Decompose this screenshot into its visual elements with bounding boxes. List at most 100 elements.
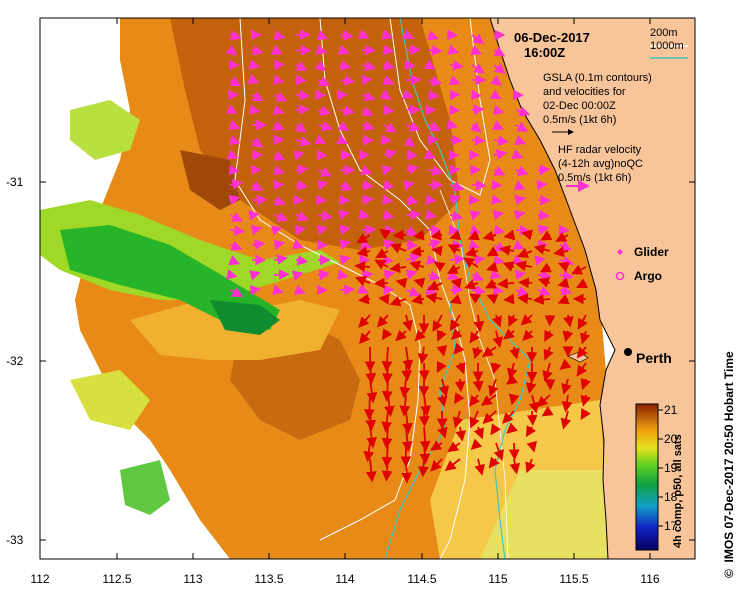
radar-velocity-vector: [365, 410, 377, 431]
gsla-velocity-vector: [315, 44, 328, 55]
radar-velocity-vector: [502, 261, 515, 272]
radar-velocity-vector: [450, 328, 463, 340]
radar-velocity-vector: [472, 378, 484, 393]
gsla-velocity-vector: [427, 44, 443, 56]
gsla-velocity-vector: [383, 149, 398, 160]
gsla-velocity-vector: [537, 239, 549, 251]
gsla-velocity-vector: [227, 89, 240, 101]
radar-velocity-vector: [449, 314, 461, 332]
gsla-velocity-vector: [293, 284, 306, 296]
radar-velocity-vector: [401, 362, 412, 382]
gsla-velocity-vector: [449, 181, 465, 192]
radar-velocity-vector: [446, 264, 461, 274]
radar-velocity-vector: [365, 362, 377, 385]
gsla-velocity-vector: [559, 270, 574, 281]
gsla-velocity-vector: [381, 194, 394, 206]
radar-velocity-vector: [417, 346, 429, 365]
radar-velocity-vector: [378, 293, 390, 305]
gsla-velocity-vector: [447, 44, 460, 55]
gsla-velocity-vector: [537, 164, 551, 176]
radar-velocity-vector: [539, 262, 552, 273]
gsla-velocity-vector: [317, 166, 333, 177]
gsla-velocity-vector: [229, 287, 244, 297]
gsla-velocity-vector: [291, 270, 304, 281]
gsla-velocity-vector: [338, 239, 351, 250]
gsla-velocity-vector: [295, 211, 309, 222]
gsla-velocity-vector: [402, 180, 415, 191]
x-tick-label: 116: [640, 572, 660, 586]
gsla-velocity-vector: [427, 121, 442, 132]
radar-velocity-vector: [470, 438, 483, 451]
gsla-velocity-vector: [449, 164, 461, 176]
gsla-velocity-vector: [360, 239, 372, 251]
gsla-velocity-vector: [295, 179, 309, 191]
gsla-velocity-vector: [423, 59, 436, 70]
radar-velocity-vector: [389, 295, 407, 307]
radar-velocity-vector: [381, 346, 393, 373]
gsla-velocity-vector: [316, 224, 329, 236]
gsla-velocity-vector: [469, 210, 482, 221]
gsla-velocity-vector: [405, 121, 421, 132]
radar-velocity-vector: [469, 394, 480, 407]
radar-velocity-vector: [437, 394, 448, 408]
gsla-velocity-vector: [249, 284, 262, 296]
gsla-velocity-vector: [405, 164, 420, 175]
radar-velocity-vector: [469, 410, 480, 429]
gsla-velocity-vector: [317, 179, 329, 191]
radar-velocity-vector: [520, 314, 533, 326]
gsla-velocity-vector: [537, 269, 552, 281]
radar-velocity-vector: [356, 246, 371, 257]
radar-velocity-vector: [464, 246, 479, 258]
gsla-velocity-vector: [339, 194, 351, 206]
gsla-velocity-vector: [512, 239, 525, 250]
radar-velocity-vector: [486, 261, 499, 273]
colorbar-title: 4h comp, p50, all sats: [672, 434, 684, 548]
y-tick-label: -33: [6, 533, 24, 547]
radar-velocity-vector: [438, 378, 450, 397]
y-tick-label: -32: [6, 354, 24, 368]
radar-velocity-vector: [525, 425, 537, 438]
gsla-velocity-vector: [229, 211, 244, 222]
gsla-velocity-vector: [273, 30, 286, 41]
radar-velocity-vector: [526, 410, 538, 426]
gsla-velocity-vector: [513, 210, 526, 221]
gsla-velocity-vector: [403, 136, 416, 148]
radar-velocity-vector: [418, 362, 430, 382]
radar-velocity-vector: [571, 264, 587, 275]
radar-velocity-vector: [402, 346, 414, 371]
gsla-velocity-vector: [511, 148, 524, 159]
radar-velocity-vector: [541, 406, 554, 417]
gsla-velocity-vector: [226, 149, 239, 160]
map-date: 06-Dec-2017: [514, 30, 590, 45]
gsla-velocity-vector: [427, 165, 444, 177]
colorbar: [635, 403, 659, 551]
radar-velocity-vector: [449, 229, 462, 241]
radar-velocity-vector: [516, 247, 533, 258]
radar-velocity-vector: [411, 294, 425, 305]
gsla-velocity-vector: [490, 194, 503, 205]
gsla-velocity-vector: [273, 150, 286, 161]
radar-velocity-vector: [508, 393, 520, 406]
gsla-velocity-vector: [272, 104, 285, 116]
gsla-velocity-vector: [295, 104, 310, 116]
gsla-velocity-vector: [247, 73, 260, 85]
legend-1000m-label: 1000m: [650, 40, 684, 52]
gsla-velocity-vector: [537, 224, 550, 236]
gsla-velocity-vector: [229, 240, 243, 251]
argo-marker: [615, 271, 625, 281]
radar-velocity-vector: [453, 342, 465, 355]
gsla-velocity-vector: [250, 224, 263, 236]
radar-velocity-vector: [542, 362, 553, 382]
gsla-velocity-vector: [559, 255, 575, 267]
gsla-velocity-vector: [251, 45, 264, 56]
gsla-velocity-vector: [382, 44, 395, 56]
gsla-velocity-vector: [248, 104, 261, 115]
radar-velocity-vector: [436, 329, 447, 342]
gsla-velocity-vector: [493, 135, 509, 146]
radar-velocity-vector: [580, 394, 591, 407]
gsla-velocity-vector: [469, 121, 482, 133]
gsla-velocity-vector: [317, 269, 331, 281]
gsla-scale-label: 0.5m/s (1kt 6h): [543, 114, 617, 126]
radar-velocity-vector: [453, 392, 465, 405]
x-tick-label: 114.5: [407, 572, 437, 586]
